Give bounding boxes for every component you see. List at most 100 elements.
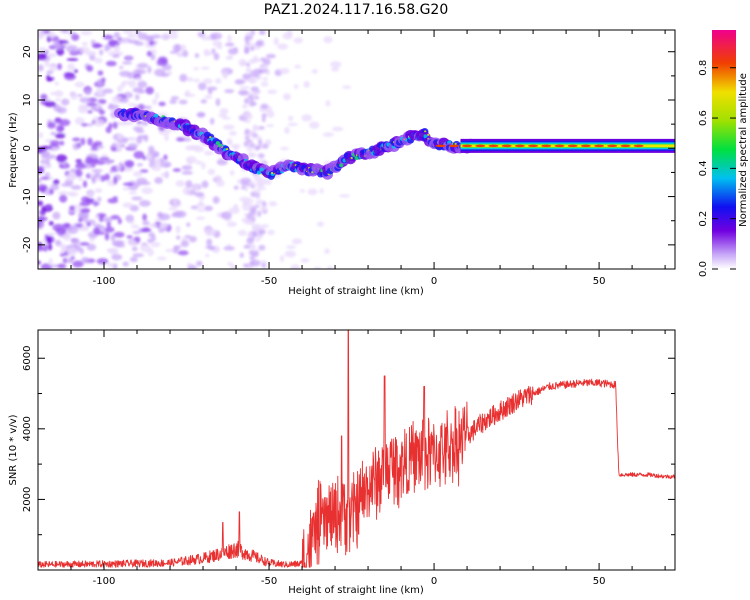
heatmap-blob [227,34,232,43]
heatmap-blob [257,68,264,75]
heatmap-blob [107,262,114,268]
heatmap-blob [55,154,68,163]
heatmap-blob [245,34,253,41]
heatmap-blob [212,40,222,47]
heatmap-blob [233,203,239,211]
heatmap-blob [128,39,140,44]
heatmap-blob [111,253,123,261]
heatmap-band-blob [435,144,446,148]
heatmap-blob [247,94,254,100]
heatmap-blob [45,153,51,162]
heatmap-blob [49,64,58,72]
heatmap-band-blob [594,144,605,148]
heatmap-blob [171,212,177,218]
heatmap-blob [257,233,263,240]
heatmap-ridge-blob [209,136,212,139]
heatmap-ridge-blob [154,113,159,118]
heatmap-blob [182,50,189,58]
heatmap-blob [265,53,276,59]
heatmap-blob [78,177,84,182]
heatmap-blob [87,190,94,199]
heatmap-blob [86,102,97,107]
heatmap-blob [94,172,101,179]
heatmap-blob [244,135,250,141]
heatmap-band-blob [501,144,512,148]
snr-y-axis-label: SNR (10 * v/v) [8,414,19,485]
heatmap-blob [283,93,291,101]
heatmap-blob [252,133,258,137]
spectrogram-heatmap [38,30,675,269]
heatmap-blob [145,153,152,161]
heatmap-blob [43,243,48,252]
heatmap-blob [245,63,251,67]
heatmap-blob [287,115,294,121]
heatmap-blob [176,137,185,142]
heatmap-blob [303,81,310,88]
heatmap-blob [246,237,254,245]
heatmap-blob [239,252,244,258]
heatmap-blob [222,73,228,80]
heatmap-blob [150,241,161,248]
heatmap-blob [104,226,115,233]
heatmap-blob [182,187,191,196]
heatmap-blob [250,46,255,51]
heatmap-blob [125,214,135,223]
heatmap-blob [191,184,200,191]
heatmap-blob [135,77,143,81]
heatmap-blob [70,92,78,100]
heatmap-blob [242,263,250,268]
heatmap-blob [246,198,254,205]
heatmap-blob [86,65,94,72]
heatmap-blob [55,98,61,102]
heatmap-blob [279,68,290,75]
colorbar-label: Normalized spectral amplitude [738,73,749,227]
heatmap-blob [172,168,181,172]
heatmap-blob [251,230,258,238]
heatmap-blob [324,248,330,255]
heatmap-blob [241,104,248,109]
heatmap-blob [277,43,289,50]
heatmap-blob [331,67,340,72]
heatmap-blob [94,57,103,64]
heatmap-blob [47,53,57,58]
colorbar-tick-label: 0.4 [698,160,709,176]
heatmap-blob [67,191,75,196]
heatmap-blob [119,97,129,104]
heatmap-blob [146,50,153,57]
heatmap-blob [194,53,200,58]
heatmap-blob [250,246,257,251]
heatmap-blob [82,180,88,188]
heatmap-blob [163,154,168,161]
heatmap-blob [80,137,86,146]
heatmap-blob [177,250,189,256]
heatmap-blob [117,133,124,141]
heatmap-blob [44,101,57,108]
heatmap-blob [87,110,93,114]
heatmap-blob [98,157,110,161]
heatmap-blob [132,230,141,235]
heatmap-blob [245,67,252,73]
heatmap-blob [317,221,325,227]
heatmap-band-blob [488,144,499,148]
heatmap-blob [169,99,177,104]
heatmap-blob [151,164,162,172]
heatmap-blob [152,152,159,158]
heatmap-blob [227,261,233,266]
heatmap-blob [87,137,93,146]
heatmap-blob [261,116,266,123]
heatmap-blob [178,99,188,105]
heatmap-blob [266,124,274,128]
heatmap-blob [141,120,149,126]
heatmap-blob [159,222,169,228]
heatmap-blob [44,172,51,178]
heatmap-blob [222,116,231,120]
heatmap-blob [215,78,222,84]
heatmap-blob [255,182,264,188]
heatmap-ridge-blob [454,142,457,146]
heatmap-blob [46,70,54,75]
heatmap-blob [258,186,267,191]
heatmap-blob [93,119,105,127]
heatmap-blob [254,71,260,78]
heatmap-blob [253,96,260,100]
